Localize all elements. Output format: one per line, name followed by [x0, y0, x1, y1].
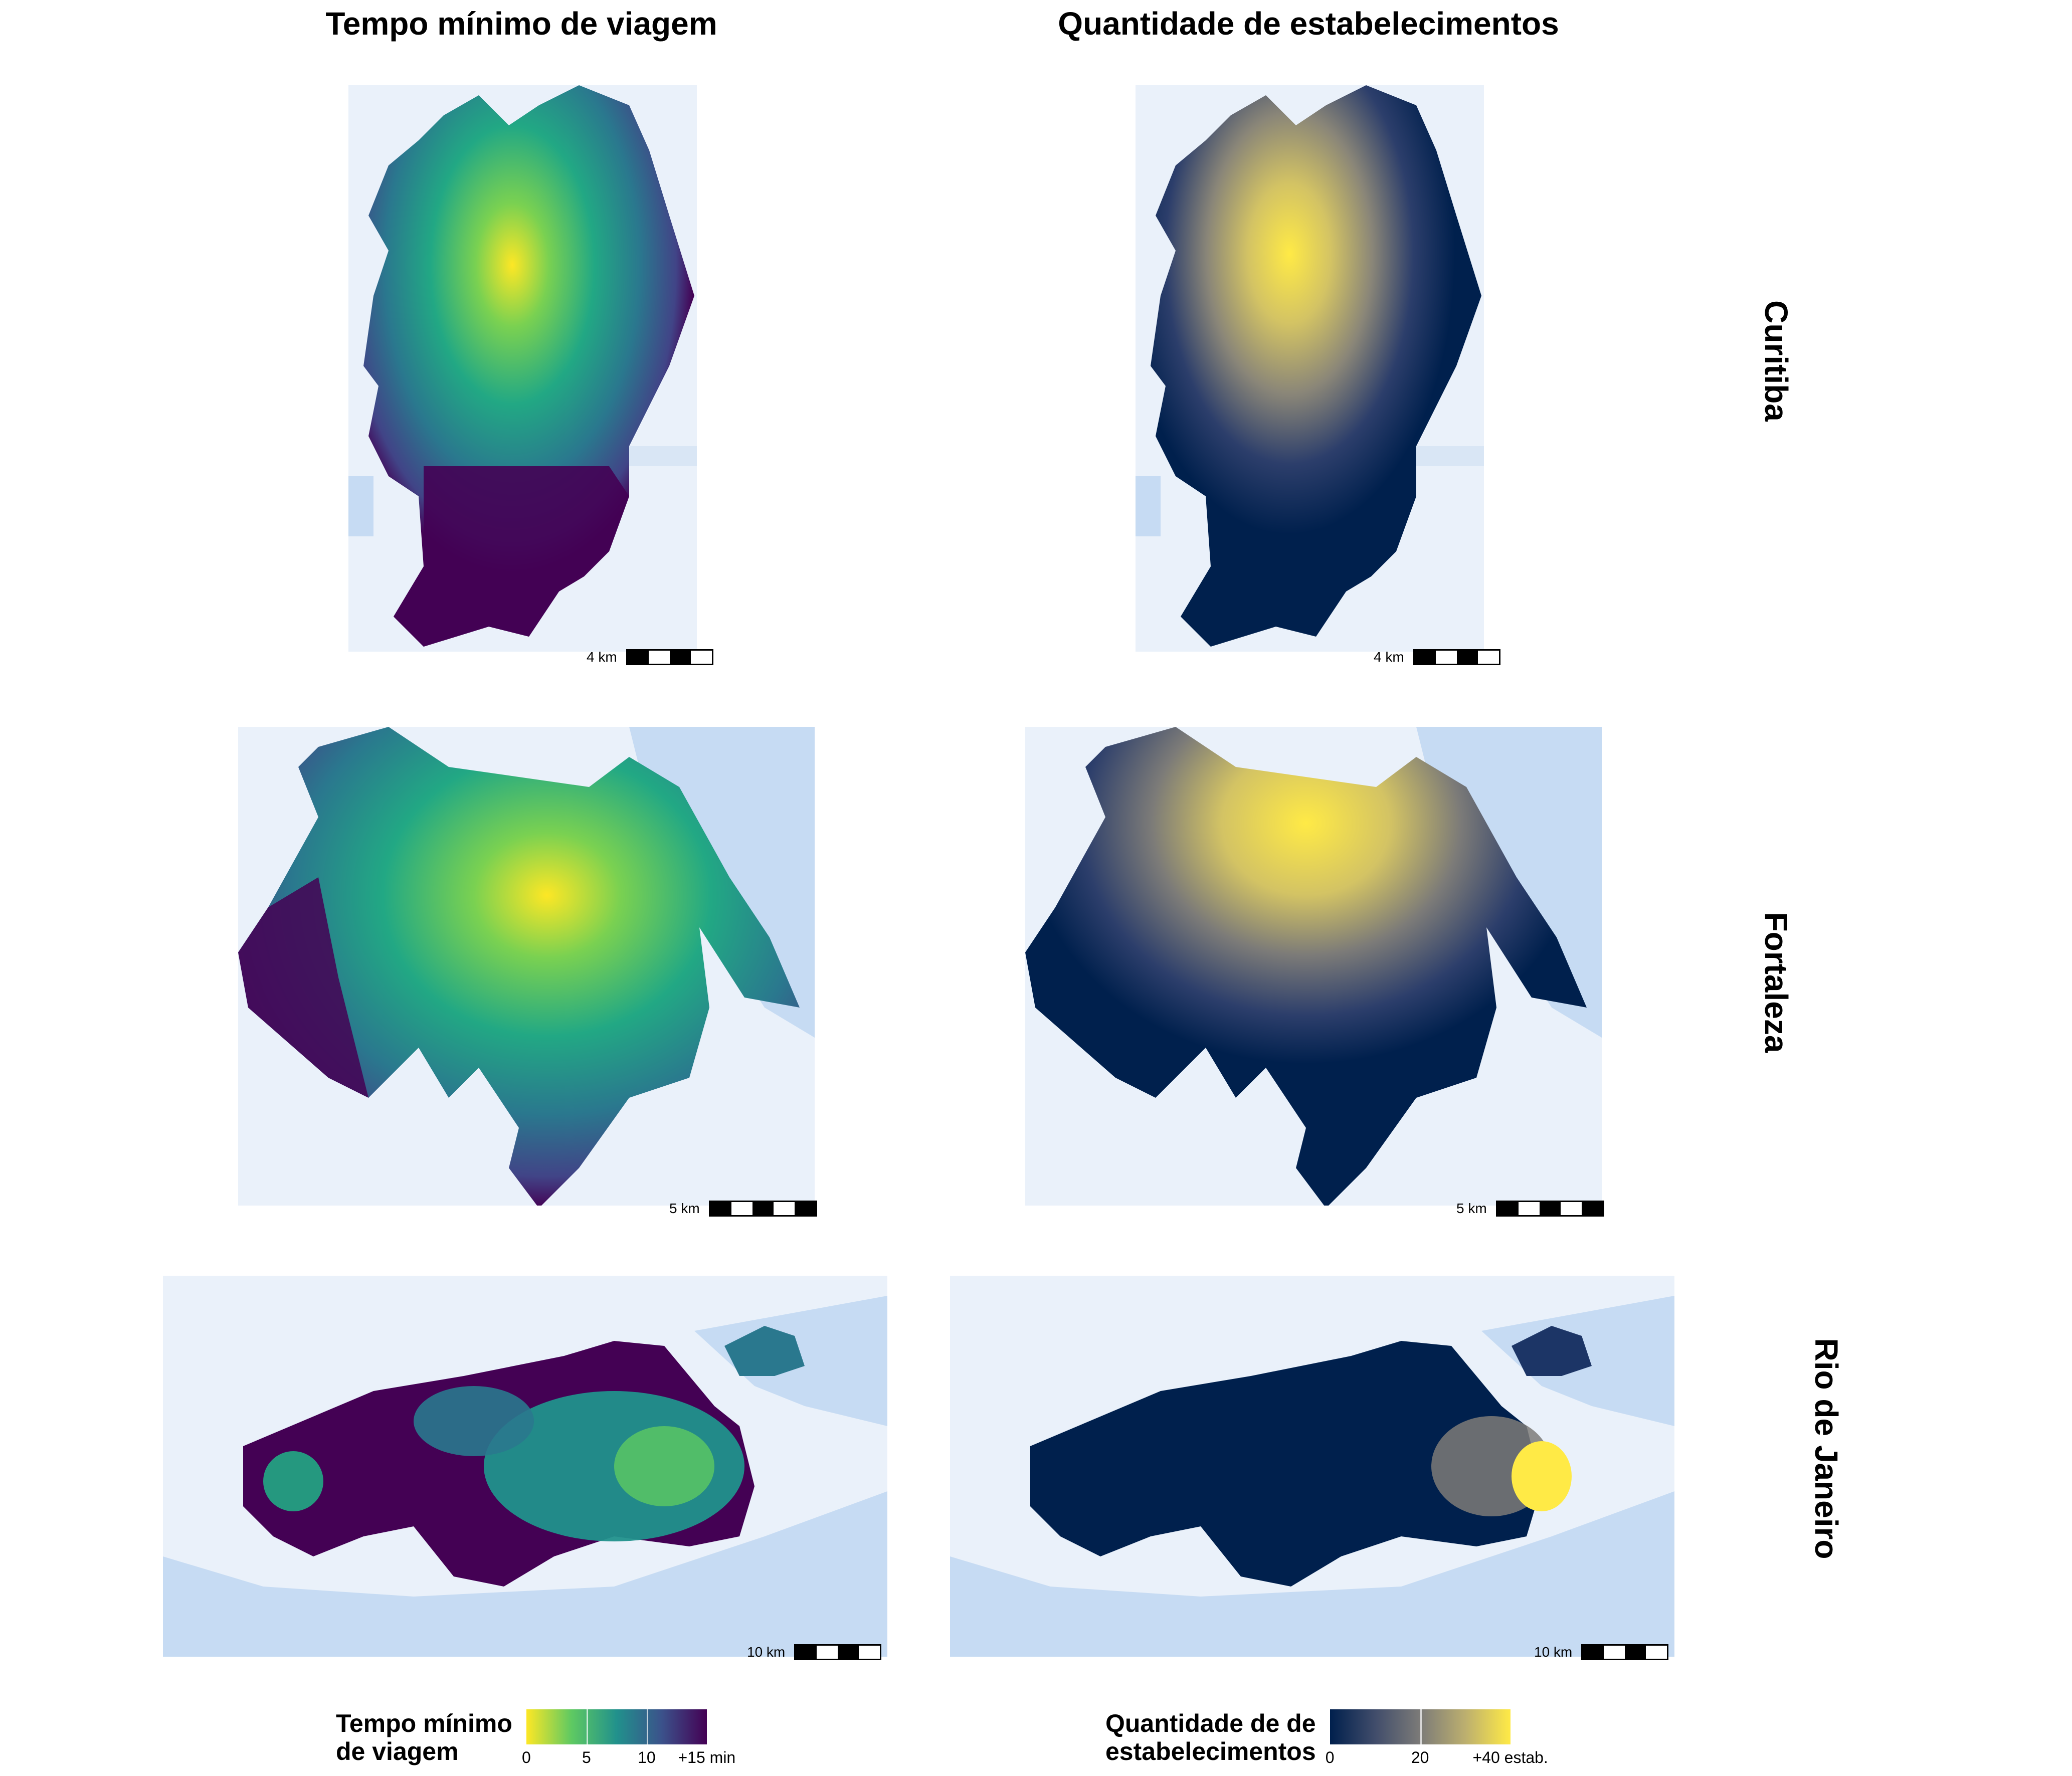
- row-label-fortaleza: Fortaleza: [1758, 912, 1794, 1053]
- map-curitiba-count: [1136, 85, 1484, 652]
- column-title-time: Tempo mínimo de viagem: [325, 6, 717, 42]
- legend-tick: +40 estab.: [1472, 1748, 1548, 1766]
- scale-label: 5 km: [1456, 1201, 1487, 1216]
- rio-cluster: [1512, 1441, 1572, 1511]
- scalebar-fortaleza-time: 5 km: [669, 1201, 817, 1217]
- scalebar-fortaleza-count: 5 km: [1456, 1201, 1604, 1217]
- legend-count-title: Quantidade de de estabelecimentos: [1105, 1709, 1316, 1765]
- row-label-rio: Rio de Janeiro: [1808, 1338, 1844, 1559]
- legend-time-ticks: 0 5 10 +15 min: [522, 1744, 735, 1766]
- column-title-count: Quantidade de estabelecimentos: [1058, 6, 1559, 42]
- scalebar-curitiba-time: 4 km: [587, 649, 713, 665]
- legend-tick: 20: [1411, 1748, 1429, 1766]
- map-fortaleza-time: [238, 727, 815, 1206]
- legend-count: Quantidade de de estabelecimentos 0 20 +…: [1105, 1709, 1548, 1766]
- rio-cluster: [614, 1426, 714, 1506]
- scalebar-curitiba-count: 4 km: [1374, 649, 1500, 665]
- legend-count-ticks: 0 20 +40 estab.: [1326, 1744, 1548, 1766]
- scalebar-rio-time: 10 km: [747, 1644, 882, 1660]
- legend-tick: 5: [582, 1748, 591, 1766]
- rio-ilha: [724, 1326, 805, 1376]
- scale-label: 5 km: [669, 1201, 700, 1216]
- map-fortaleza-count: [1025, 727, 1602, 1206]
- legend-time-title: Tempo mínimo de viagem: [336, 1709, 512, 1765]
- scale-bar: [1581, 1644, 1669, 1660]
- map-curitiba-time: [348, 85, 697, 652]
- legend-tick: 10: [638, 1748, 656, 1766]
- scale-bar: [708, 1201, 817, 1217]
- legend-tick: +15 min: [678, 1748, 736, 1766]
- legend-time-gradient: [526, 1709, 707, 1744]
- scale-bar: [1413, 649, 1500, 665]
- map-rio-time: [163, 1276, 887, 1657]
- rio-region-navy: [1030, 1341, 1542, 1587]
- legend-count-gradient: [1330, 1709, 1511, 1744]
- scalebar-rio-count: 10 km: [1534, 1644, 1669, 1660]
- scale-label: 4 km: [587, 649, 617, 665]
- scale-bar: [794, 1644, 882, 1660]
- map-rio-count: [950, 1276, 1674, 1657]
- legend-tick: 0: [1325, 1748, 1335, 1766]
- scale-bar: [626, 649, 713, 665]
- rio-ilha: [1512, 1326, 1592, 1376]
- scale-label: 10 km: [1534, 1644, 1573, 1660]
- rio-cluster: [414, 1386, 534, 1456]
- fortaleza-region-shape: [1025, 727, 1587, 1206]
- row-label-curitiba: Curitiba: [1758, 300, 1794, 422]
- legend-time: Tempo mínimo de viagem 0 5 10 +15 min: [336, 1709, 735, 1766]
- curitiba-region-shape: [1151, 85, 1481, 647]
- rio-cluster: [263, 1451, 323, 1511]
- fortaleza-region-shape: [238, 727, 800, 1206]
- legend-tick: 0: [521, 1748, 531, 1766]
- scale-bar: [1495, 1201, 1604, 1217]
- scale-label: 4 km: [1374, 649, 1404, 665]
- scale-label: 10 km: [747, 1644, 786, 1660]
